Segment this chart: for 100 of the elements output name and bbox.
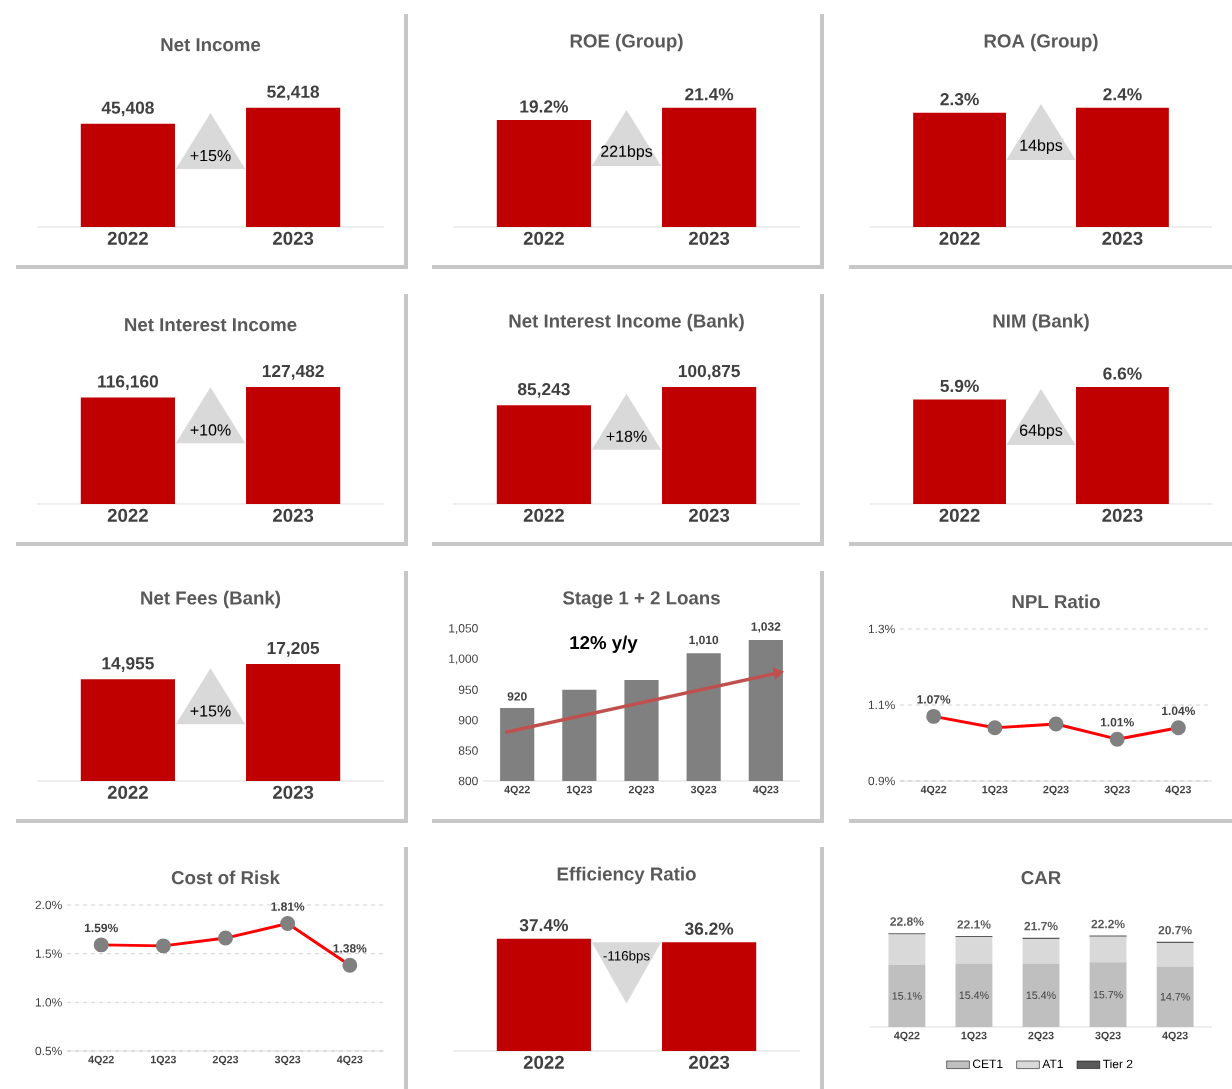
x-tick-label: 2022	[523, 508, 564, 522]
y-tick-label: 1.5%	[35, 949, 62, 958]
total-label: 22.1%	[957, 920, 991, 929]
data-label: 45,408	[101, 101, 154, 117]
data-label: 920	[507, 692, 527, 701]
annotation: +10%	[190, 424, 231, 436]
x-tick-label: 2023	[1102, 508, 1143, 522]
y-tick-label: 1.3%	[868, 624, 895, 634]
x-tick-label: 1Q23	[982, 785, 1008, 796]
y-tick-label: 900	[458, 715, 478, 725]
x-tick-label: 4Q22	[894, 1031, 920, 1042]
x-tick-label: 2023	[1102, 231, 1143, 245]
data-label: 1.81%	[271, 902, 305, 911]
data-label: 2.3%	[940, 93, 979, 106]
data-label: 36.2%	[684, 922, 734, 935]
data-label: 1,010	[689, 635, 719, 646]
x-tick-label: 2022	[523, 1055, 564, 1069]
data-label: 127,482	[262, 364, 324, 380]
x-tick-label: 3Q23	[1095, 1031, 1121, 1042]
x-tick-label: 2022	[939, 231, 980, 245]
chart-title: Net Interest Income (Bank)	[509, 313, 744, 332]
y-tick-label: 0.9%	[868, 776, 895, 786]
legend-label: AT1	[1042, 1059, 1063, 1068]
x-tick-label: 2Q23	[1043, 785, 1069, 796]
data-label: 17,205	[267, 641, 320, 657]
data-label: 1,032	[751, 622, 781, 633]
data-label: 52,418	[267, 85, 320, 101]
x-tick-label: 1Q23	[566, 785, 592, 796]
total-label: 22.8%	[890, 917, 924, 926]
total-label: 22.2%	[1091, 919, 1125, 929]
data-label: 21.4%	[685, 88, 734, 101]
y-tick-label: 850	[458, 746, 478, 755]
x-tick-label: 2023	[689, 508, 730, 522]
x-tick-label: 4Q22	[88, 1055, 114, 1066]
x-tick-label: 2022	[107, 508, 148, 522]
chart-title: CAR	[1021, 871, 1061, 885]
annotation: 14bps	[1020, 139, 1063, 155]
annotation: -116bps	[603, 950, 650, 964]
annotation: +18%	[606, 430, 647, 442]
data-label: 1.38%	[333, 944, 367, 953]
annotation: 64bps	[1020, 424, 1063, 440]
x-tick-label: 3Q23	[1104, 785, 1130, 796]
data-label: 15.4%	[959, 991, 989, 1000]
data-label: 15.7%	[1093, 990, 1123, 999]
x-tick-label: 1Q23	[150, 1055, 176, 1066]
data-label: 1.04%	[1162, 706, 1196, 716]
chart-title: Net Interest Income	[125, 318, 297, 332]
y-tick-label: 2.0%	[35, 900, 62, 910]
data-label: 6.6%	[1103, 367, 1142, 380]
x-tick-label: 2023	[689, 1055, 730, 1069]
annotation: +15%	[190, 705, 231, 717]
x-tick-label: 4Q23	[752, 785, 779, 796]
data-label: 19.2%	[520, 100, 568, 113]
data-label: 1.01%	[1100, 717, 1134, 727]
x-tick-label: 2023	[273, 231, 314, 245]
x-tick-label: 4Q23	[1162, 1031, 1188, 1042]
x-tick-label: 1Q23	[961, 1031, 987, 1042]
x-tick-label: 4Q23	[1165, 785, 1192, 796]
data-label: 85,243	[517, 383, 570, 398]
data-label: 14.7%	[1160, 993, 1190, 1001]
x-tick-label: 4Q22	[920, 785, 947, 796]
chart-title: ROE (Group)	[570, 33, 683, 52]
data-label: 37.4%	[519, 919, 568, 932]
annotation: 12% y/y	[570, 635, 638, 653]
x-tick-label: 2Q23	[212, 1055, 239, 1066]
x-tick-label: 4Q22	[504, 785, 530, 796]
chart-title: Efficiency Ratio	[557, 866, 696, 885]
x-tick-label: 4Q23	[336, 1055, 363, 1066]
y-tick-label: 0.5%	[35, 1046, 62, 1056]
annotation: 221bps	[601, 145, 653, 161]
x-tick-label: 2Q23	[1028, 1031, 1054, 1042]
chart-title: ROA (Group)	[984, 33, 1098, 52]
x-tick-label: 2Q23	[628, 785, 655, 796]
legend-label: Tier 2	[1103, 1059, 1133, 1069]
x-tick-label: 2023	[273, 508, 314, 522]
chart-title: Net Fees (Bank)	[141, 590, 281, 609]
data-label: 5.9%	[940, 379, 979, 393]
x-tick-label: 2023	[273, 785, 314, 799]
chart-title: NPL Ratio	[1012, 594, 1100, 609]
y-tick-label: 1.1%	[868, 700, 895, 710]
y-tick-label: 950	[458, 685, 478, 695]
chart-title: Stage 1 + 2 Loans	[562, 591, 720, 609]
x-tick-label: 3Q23	[690, 785, 717, 796]
x-tick-label: 2022	[107, 231, 148, 245]
x-tick-label: 2022	[939, 508, 980, 522]
data-label: 2.4%	[1103, 88, 1142, 101]
y-tick-label: 800	[458, 776, 478, 786]
legend-label: CET1	[972, 1059, 1003, 1069]
chart-title: NIM (Bank)	[993, 313, 1089, 332]
data-label: 1.59%	[84, 923, 118, 933]
y-tick-label: 1,050	[449, 624, 478, 634]
total-label: 21.7%	[1024, 921, 1058, 931]
total-label: 20.7%	[1158, 925, 1192, 935]
data-label: 116,160	[98, 375, 159, 391]
data-label: 14,955	[102, 657, 154, 672]
x-tick-label: 2022	[523, 231, 564, 245]
chart-title: Cost of Risk	[171, 870, 280, 885]
data-label: 15.4%	[1026, 991, 1056, 1000]
data-label: 15.1%	[892, 992, 922, 1000]
data-label: 100,875	[678, 364, 740, 380]
